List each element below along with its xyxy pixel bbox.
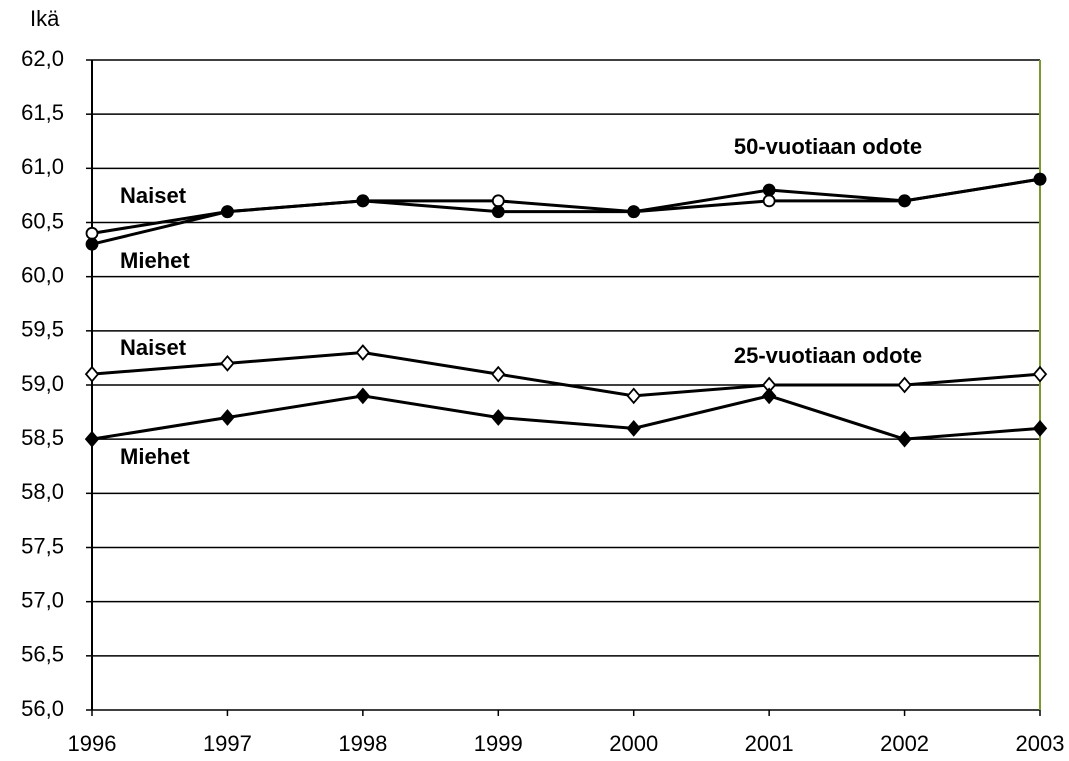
- x-tick-label: 1996: [68, 731, 117, 756]
- series-label: Miehet: [120, 444, 190, 469]
- marker: [491, 409, 506, 426]
- y-tick-label: 61,5: [21, 100, 64, 125]
- marker: [491, 205, 505, 219]
- y-tick-label: 57,0: [21, 587, 64, 612]
- y-tick-label: 56,5: [21, 642, 64, 667]
- marker: [84, 365, 100, 383]
- y-tick-label: 57,5: [21, 533, 64, 558]
- marker: [626, 387, 641, 405]
- x-tick-label: 1999: [474, 731, 523, 756]
- y-tick-label: 60,0: [21, 262, 64, 287]
- series-label: Naiset: [120, 183, 187, 208]
- series-line: [91, 177, 1041, 235]
- marker: [355, 344, 371, 361]
- series-line: [91, 350, 1041, 398]
- marker: [220, 354, 235, 372]
- marker: [1032, 365, 1048, 383]
- y-axis-label: Ikä: [30, 6, 60, 31]
- marker: [626, 419, 641, 437]
- marker: [221, 205, 234, 219]
- marker: [762, 183, 776, 197]
- marker: [85, 226, 99, 240]
- x-tick-label: 2000: [609, 731, 658, 756]
- x-tick-label: 2002: [880, 731, 929, 756]
- marker: [898, 194, 911, 208]
- y-tick-label: 58,5: [21, 425, 64, 450]
- marker: [1032, 419, 1048, 437]
- marker: [84, 430, 100, 448]
- y-tick-label: 59,5: [21, 317, 64, 342]
- series-line: [91, 394, 1041, 441]
- x-tick-label: 2001: [745, 731, 794, 756]
- x-tick-label: 2003: [1016, 731, 1065, 756]
- y-tick-label: 61,0: [21, 154, 64, 179]
- marker: [491, 365, 506, 383]
- marker: [627, 205, 641, 219]
- annotation: 25-vuotiaan odote: [734, 343, 922, 368]
- series-label: Miehet: [120, 248, 190, 273]
- marker: [220, 409, 235, 426]
- marker: [761, 387, 777, 405]
- marker: [355, 387, 371, 405]
- y-tick-label: 58,0: [21, 479, 64, 504]
- x-tick-label: 1998: [338, 731, 387, 756]
- marker: [762, 194, 776, 208]
- marker: [1033, 172, 1047, 186]
- marker: [491, 194, 505, 208]
- y-tick-label: 62,0: [21, 46, 64, 71]
- annotation: 50-vuotiaan odote: [734, 134, 922, 159]
- series-label: Naiset: [120, 335, 187, 360]
- marker: [85, 237, 99, 251]
- marker: [356, 194, 370, 208]
- series-line: [91, 177, 1041, 246]
- marker: [897, 430, 912, 448]
- marker: [897, 376, 912, 394]
- y-tick-label: 56,0: [21, 696, 64, 721]
- x-tick-label: 1997: [203, 731, 252, 756]
- y-tick-label: 59,0: [21, 371, 64, 396]
- y-tick-label: 60,5: [21, 208, 64, 233]
